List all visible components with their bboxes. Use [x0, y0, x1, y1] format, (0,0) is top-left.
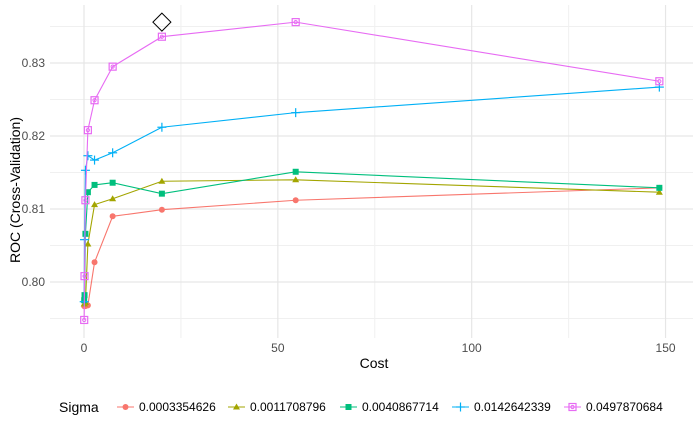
- series-0.0003354626: [81, 184, 663, 310]
- boxed-circle-marker-icon: [81, 196, 90, 205]
- plus-marker-icon: [456, 402, 465, 412]
- legend-item: 0.0142642339: [452, 400, 551, 414]
- triangle-marker-icon: [233, 403, 240, 410]
- square-marker-icon: [292, 168, 299, 175]
- legend-item: 0.0497870684: [564, 400, 663, 414]
- boxed-circle-marker-icon: [655, 77, 664, 86]
- x-tick-label: 150: [656, 341, 676, 355]
- diamond-highlight-icon: [152, 12, 172, 32]
- legend-item: 0.0011708796: [228, 400, 326, 414]
- circle-marker-icon: [91, 259, 98, 266]
- square-marker-icon: [345, 404, 352, 410]
- x-axis-ticks: 0 50 100 150: [81, 341, 676, 355]
- square-marker-icon: [656, 184, 663, 191]
- legend: Sigma 0.0003354626 0.0011708796 0.00408677…: [59, 399, 663, 415]
- y-axis-title: ROC (Cross-Validation): [7, 117, 23, 263]
- triangle-marker-icon: [158, 177, 166, 184]
- y-axis-ticks: 0.80 0.81 0.82 0.83: [22, 56, 46, 289]
- series-line: [83, 86, 660, 302]
- series-0.0497870684: [80, 18, 664, 325]
- y-tick-label: 0.80: [22, 275, 46, 289]
- boxed-circle-marker-icon: [108, 62, 117, 71]
- boxed-circle-marker-icon: [90, 96, 99, 105]
- legend-item: 0.0003354626: [117, 400, 216, 414]
- legend-title: Sigma: [59, 399, 99, 415]
- series-lines: [79, 18, 664, 325]
- circle-marker-icon: [109, 213, 116, 220]
- y-tick-label: 0.83: [22, 56, 46, 70]
- legend-label: 0.0003354626: [139, 400, 216, 414]
- plus-marker-icon: [83, 151, 93, 161]
- circle-marker-icon: [158, 206, 165, 213]
- square-marker-icon: [158, 190, 165, 197]
- square-marker-icon: [91, 181, 98, 188]
- x-tick-label: 50: [271, 341, 285, 355]
- boxed-circle-marker-icon: [80, 272, 89, 281]
- circle-marker-icon: [292, 197, 299, 204]
- boxed-circle-marker-icon: [80, 315, 89, 325]
- triangle-marker-icon: [292, 176, 300, 183]
- triangle-marker-icon: [84, 240, 92, 247]
- series-line: [83, 21, 660, 320]
- plus-marker-icon: [157, 122, 167, 132]
- boxed-circle-marker-icon: [83, 126, 92, 135]
- square-marker-icon: [109, 179, 116, 186]
- y-tick-label: 0.81: [22, 202, 46, 216]
- y-tick-label: 0.82: [22, 129, 46, 143]
- boxed-circle-marker-icon: [568, 402, 577, 412]
- boxed-circle-marker-icon: [157, 32, 166, 41]
- grid: [50, 5, 693, 338]
- plus-marker-icon: [108, 148, 118, 158]
- series-line: [84, 187, 660, 307]
- series-0.0011708796: [80, 176, 663, 307]
- plus-marker-icon: [654, 82, 664, 92]
- legend-label: 0.0142642339: [474, 400, 551, 414]
- best-point-annotation: [152, 12, 172, 32]
- triangle-marker-icon: [109, 195, 117, 202]
- plus-marker-icon: [291, 108, 301, 118]
- legend-label: 0.0011708796: [250, 400, 326, 414]
- triangle-marker-icon: [91, 201, 99, 208]
- legend-item: 0.0040867714: [340, 400, 439, 414]
- series-line: [84, 179, 660, 305]
- legend-label: 0.0497870684: [586, 400, 663, 414]
- circle-marker-icon: [122, 404, 129, 410]
- x-axis-title: Cost: [360, 355, 389, 371]
- x-tick-label: 100: [462, 341, 482, 355]
- series-0.0142642339: [79, 82, 664, 307]
- triangle-marker-icon: [655, 188, 663, 195]
- plus-marker-icon: [90, 155, 100, 165]
- boxed-circle-marker-icon: [291, 18, 300, 27]
- legend-label: 0.0040867714: [362, 400, 439, 414]
- plus-marker-icon: [80, 165, 90, 175]
- square-marker-icon: [84, 189, 91, 196]
- x-tick-label: 0: [81, 341, 88, 355]
